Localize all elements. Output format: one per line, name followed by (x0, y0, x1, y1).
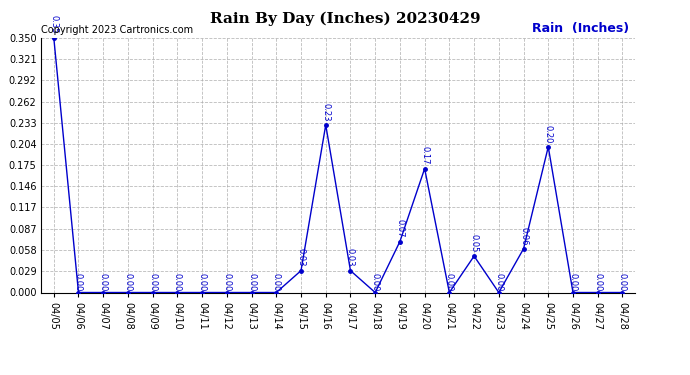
Text: 0.07: 0.07 (395, 219, 404, 238)
Text: 0.00: 0.00 (593, 273, 602, 291)
Text: 0.00: 0.00 (494, 273, 503, 291)
Text: 0.00: 0.00 (124, 273, 132, 291)
Text: 0.00: 0.00 (569, 273, 578, 291)
Text: 0.00: 0.00 (148, 273, 157, 291)
Text: 0.06: 0.06 (519, 226, 528, 245)
Text: 0.00: 0.00 (222, 273, 231, 291)
Text: Rain  (Inches): Rain (Inches) (532, 22, 629, 35)
Text: Rain By Day (Inches) 20230429: Rain By Day (Inches) 20230429 (210, 11, 480, 26)
Text: 0.00: 0.00 (99, 273, 108, 291)
Text: 0.05: 0.05 (470, 234, 479, 252)
Text: 0.23: 0.23 (322, 103, 331, 121)
Text: 0.00: 0.00 (618, 273, 627, 291)
Text: 0.00: 0.00 (173, 273, 182, 291)
Text: Copyright 2023 Cartronics.com: Copyright 2023 Cartronics.com (41, 25, 193, 35)
Text: 0.00: 0.00 (445, 273, 454, 291)
Text: 0.35: 0.35 (49, 15, 58, 34)
Text: 0.17: 0.17 (420, 147, 429, 165)
Text: 0.03: 0.03 (297, 249, 306, 267)
Text: 0.00: 0.00 (247, 273, 256, 291)
Text: 0.20: 0.20 (544, 125, 553, 143)
Text: 0.03: 0.03 (346, 249, 355, 267)
Text: 0.00: 0.00 (272, 273, 281, 291)
Text: 0.00: 0.00 (74, 273, 83, 291)
Text: 0.00: 0.00 (371, 273, 380, 291)
Text: 0.00: 0.00 (197, 273, 206, 291)
